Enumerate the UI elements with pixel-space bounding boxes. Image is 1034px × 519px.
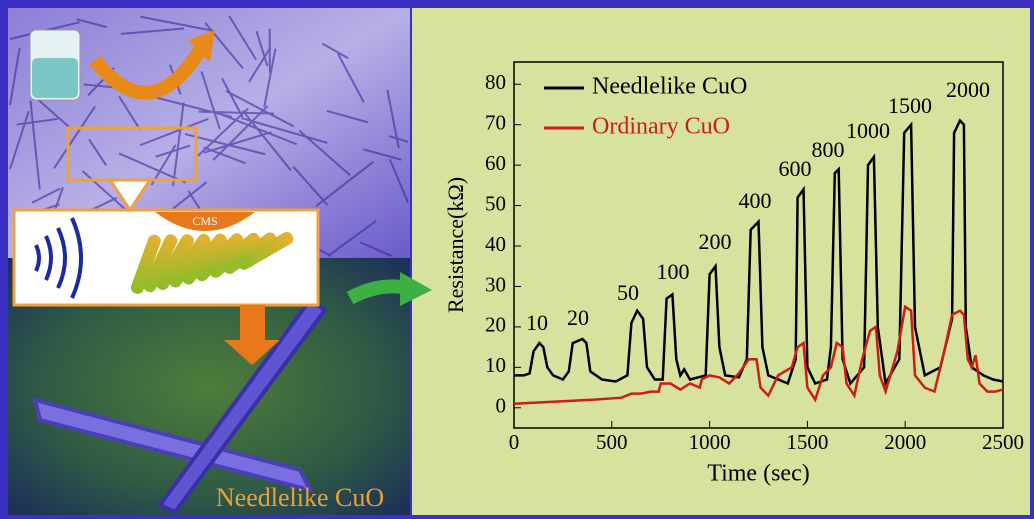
concentration-label: 400 (739, 188, 772, 213)
x-tick-label: 1500 (786, 430, 828, 454)
y-tick-label: 30 (485, 272, 506, 296)
legend-label: Ordinary CuO (592, 114, 730, 140)
x-tick-label: 0 (509, 430, 520, 454)
concentration-label: 20 (567, 305, 589, 330)
y-tick-label: 40 (485, 232, 506, 256)
y-tick-label: 0 (496, 394, 507, 418)
concentration-label: 1000 (846, 118, 890, 143)
concentration-label: 1500 (888, 93, 932, 118)
concentration-label: 100 (657, 259, 690, 284)
beaker (30, 30, 80, 100)
x-tick-label: 1000 (689, 430, 731, 454)
concentration-label: 800 (812, 137, 845, 162)
legend-label: Needlelike CuO (592, 74, 747, 100)
concentration-label: 600 (779, 156, 812, 181)
y-axis-label: Resistance(kΩ) (443, 177, 468, 313)
y-tick-label: 80 (485, 70, 506, 94)
beaker-liquid (32, 58, 78, 98)
x-tick-label: 2000 (884, 430, 926, 454)
x-axis-label: Time (sec) (707, 461, 809, 487)
concentration-label: 10 (526, 310, 548, 335)
caption: Needlelike CuO (216, 483, 384, 512)
concentration-label: 2000 (946, 77, 990, 102)
y-tick-label: 20 (485, 313, 506, 337)
y-tick-label: 10 (485, 353, 506, 377)
y-tick-label: 50 (485, 191, 506, 215)
cms-label: CMS (192, 214, 217, 228)
y-tick-label: 60 (485, 151, 506, 175)
x-tick-label: 500 (596, 430, 628, 454)
x-tick-label: 2500 (982, 430, 1024, 454)
concentration-label: 50 (617, 280, 639, 305)
y-tick-label: 70 (485, 110, 506, 134)
graphical-abstract: CMS Needlelike CuO 010203040506070800500… (0, 0, 1034, 519)
concentration-label: 200 (699, 229, 732, 254)
